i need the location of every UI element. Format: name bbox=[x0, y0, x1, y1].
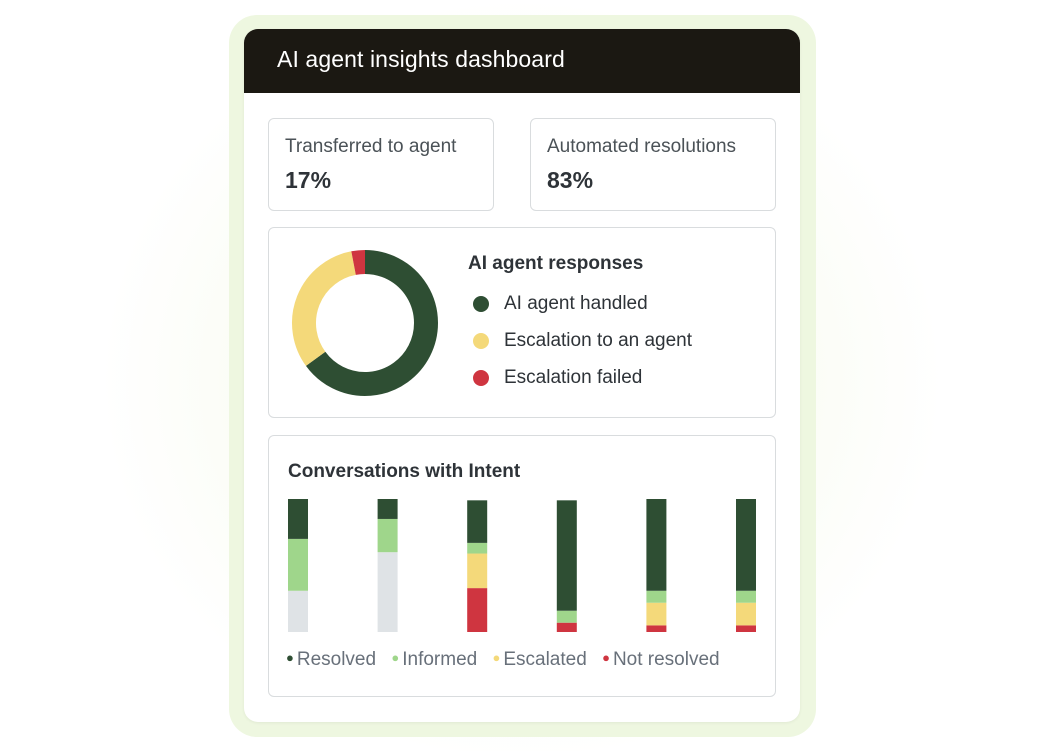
dashboard-panel: AI agent insights dashboard Transferred … bbox=[244, 29, 800, 722]
bar-segment-resolved bbox=[556, 500, 577, 611]
donut-chart bbox=[292, 250, 438, 396]
bar-chart-title: Conversations with Intent bbox=[288, 461, 521, 482]
dashboard-header: AI agent insights dashboard bbox=[244, 29, 800, 93]
bar-segment-informed bbox=[736, 590, 756, 603]
legend-dot-icon bbox=[473, 296, 489, 312]
stat-value-transferred: 17% bbox=[285, 167, 332, 193]
legend-item-escalated: ● Escalated bbox=[492, 649, 586, 670]
donut-slice-escalation-failed bbox=[351, 250, 366, 275]
dashboard-title: AI agent insights dashboard bbox=[277, 46, 565, 72]
donut-slice-escalation-to-an-agent bbox=[292, 251, 357, 366]
bar-segment-resolved bbox=[288, 499, 308, 539]
legend-item-resolved: ● Resolved bbox=[286, 649, 376, 670]
bullet-icon: ● bbox=[391, 650, 400, 665]
legend-label: Resolved bbox=[296, 649, 377, 670]
bar-segment-resolved bbox=[467, 500, 488, 543]
bar-segment-informed bbox=[646, 590, 667, 603]
bar-segment-informed bbox=[377, 518, 398, 553]
bar-legend: ● Resolved ● Informed ● Escalated ● Not reso… bbox=[286, 649, 730, 671]
bar-segment-resolved bbox=[377, 499, 398, 519]
bar-segment-escalated bbox=[736, 602, 756, 626]
bar-segment-escalated bbox=[646, 602, 667, 626]
bar-card: Conversations with Intent ● Resolved ● Inf… bbox=[268, 435, 776, 697]
donut-card: AI agent responses AI agent handled Esca… bbox=[268, 227, 776, 418]
bar-segment-informed bbox=[556, 610, 577, 623]
stat-value-automated: 83% bbox=[547, 167, 594, 193]
donut-title: AI agent responses bbox=[468, 253, 644, 274]
legend-label: Escalation to an agent bbox=[504, 330, 693, 351]
legend-label: Escalated bbox=[503, 649, 587, 670]
legend-item-informed: ● Informed bbox=[391, 649, 477, 670]
bar-segment-not-resolved bbox=[646, 625, 667, 632]
bar-segment-not-resolved bbox=[556, 622, 577, 632]
bar-segment-remainder bbox=[288, 590, 308, 632]
legend-label: Not resolved bbox=[612, 649, 720, 670]
bar-segment-escalated bbox=[467, 553, 488, 589]
stat-label-transferred: Transferred to agent bbox=[285, 136, 457, 157]
legend-label: AI agent handled bbox=[504, 293, 648, 314]
bar-segment-resolved bbox=[736, 499, 756, 591]
bullet-icon: ● bbox=[602, 650, 610, 665]
stat-card-transferred: Transferred to agent 17% bbox=[268, 118, 494, 211]
legend-dot-icon bbox=[473, 370, 489, 386]
bar-segment-not-resolved bbox=[467, 588, 488, 632]
bar-segment-resolved bbox=[646, 499, 667, 591]
bar-segment-informed bbox=[288, 538, 308, 591]
bullet-icon: ● bbox=[286, 650, 294, 665]
bar-segment-remainder bbox=[377, 552, 398, 632]
stat-label-automated: Automated resolutions bbox=[547, 136, 737, 157]
legend-label: Informed bbox=[402, 649, 478, 670]
legend-dot-icon bbox=[473, 333, 489, 349]
bar-segment-not-resolved bbox=[736, 625, 756, 632]
bullet-icon: ● bbox=[492, 650, 501, 665]
legend-label: Escalation failed bbox=[504, 367, 643, 388]
stacked-bar-chart bbox=[288, 499, 756, 632]
bar-segment-informed bbox=[467, 542, 488, 554]
stat-card-automated: Automated resolutions 83% bbox=[530, 118, 776, 211]
donut-slice-ai-agent-handled bbox=[305, 250, 438, 396]
legend-item-not-resolved: ● Not resolved bbox=[602, 649, 720, 670]
